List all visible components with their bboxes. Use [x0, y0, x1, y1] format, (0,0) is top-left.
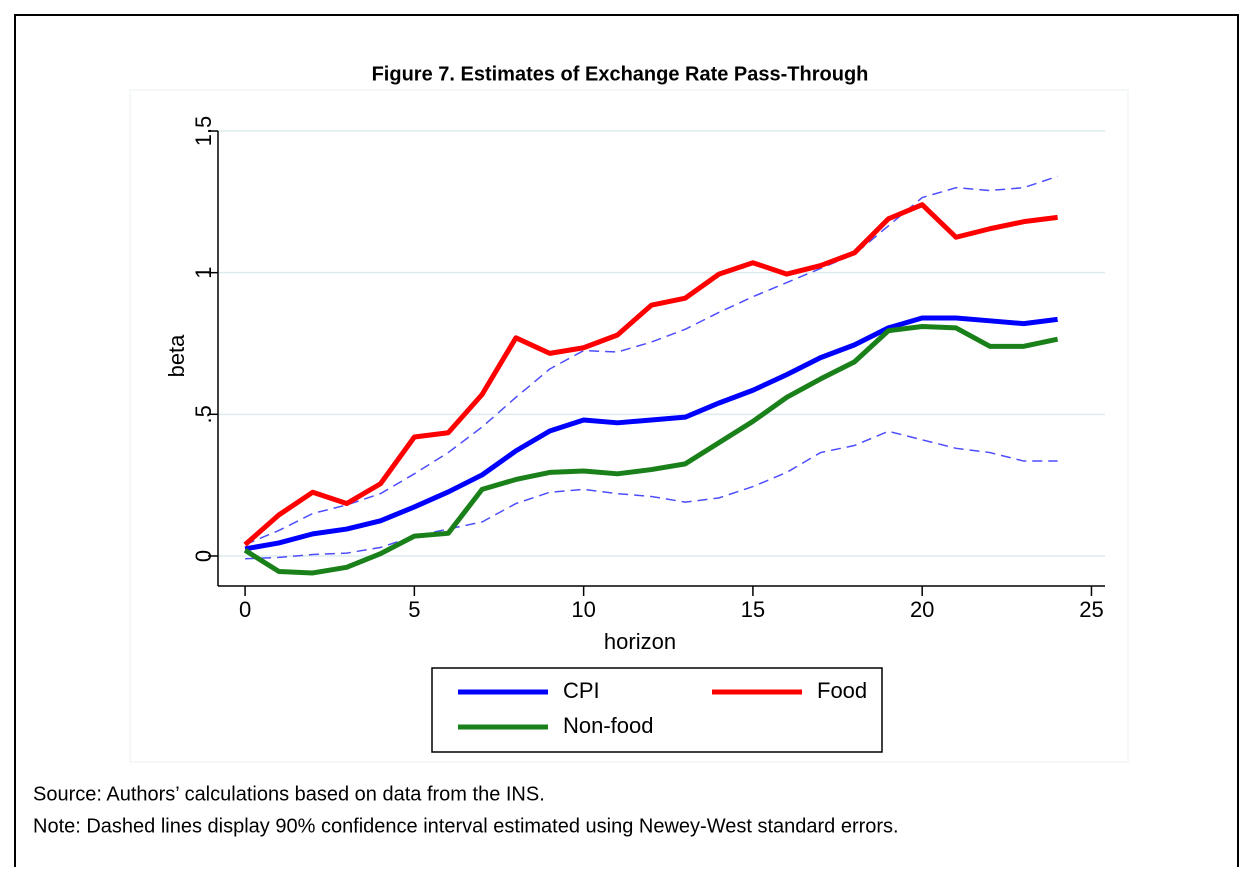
- legend-label: CPI: [563, 678, 600, 703]
- y-tick-label: 0: [191, 550, 216, 562]
- chart-title: Figure 7. Estimates of Exchange Rate Pas…: [372, 63, 869, 85]
- series-line: [244, 315, 1058, 552]
- confidence-line: [244, 175, 1058, 546]
- confidence-line: [245, 430, 1058, 560]
- source-note: Source: Authors’ calculations based on d…: [33, 783, 545, 805]
- x-axis-label: horizon: [604, 629, 676, 654]
- x-tick-label: 0: [239, 597, 251, 622]
- plot-region: [129, 89, 1129, 763]
- series-line: [243, 202, 1058, 547]
- y-tick-label: 1.5: [191, 116, 216, 147]
- y-axis-label: beta: [164, 334, 189, 378]
- series-line: [243, 323, 1059, 576]
- y-tick-label: 1: [191, 267, 216, 279]
- y-tick-label: .5: [191, 405, 216, 423]
- legend: [431, 667, 883, 753]
- legend-label: Food: [817, 678, 867, 703]
- frame: [14, 14, 1239, 867]
- note: Note: Dashed lines display 90% confidenc…: [33, 815, 899, 837]
- x-tick-label: 5: [408, 597, 420, 622]
- legend-label: Non-food: [563, 713, 654, 738]
- x-tick-label: 10: [571, 597, 595, 622]
- x-tick-label: 15: [741, 597, 765, 622]
- x-tick-label: 20: [910, 597, 934, 622]
- x-tick-label: 25: [1079, 597, 1103, 622]
